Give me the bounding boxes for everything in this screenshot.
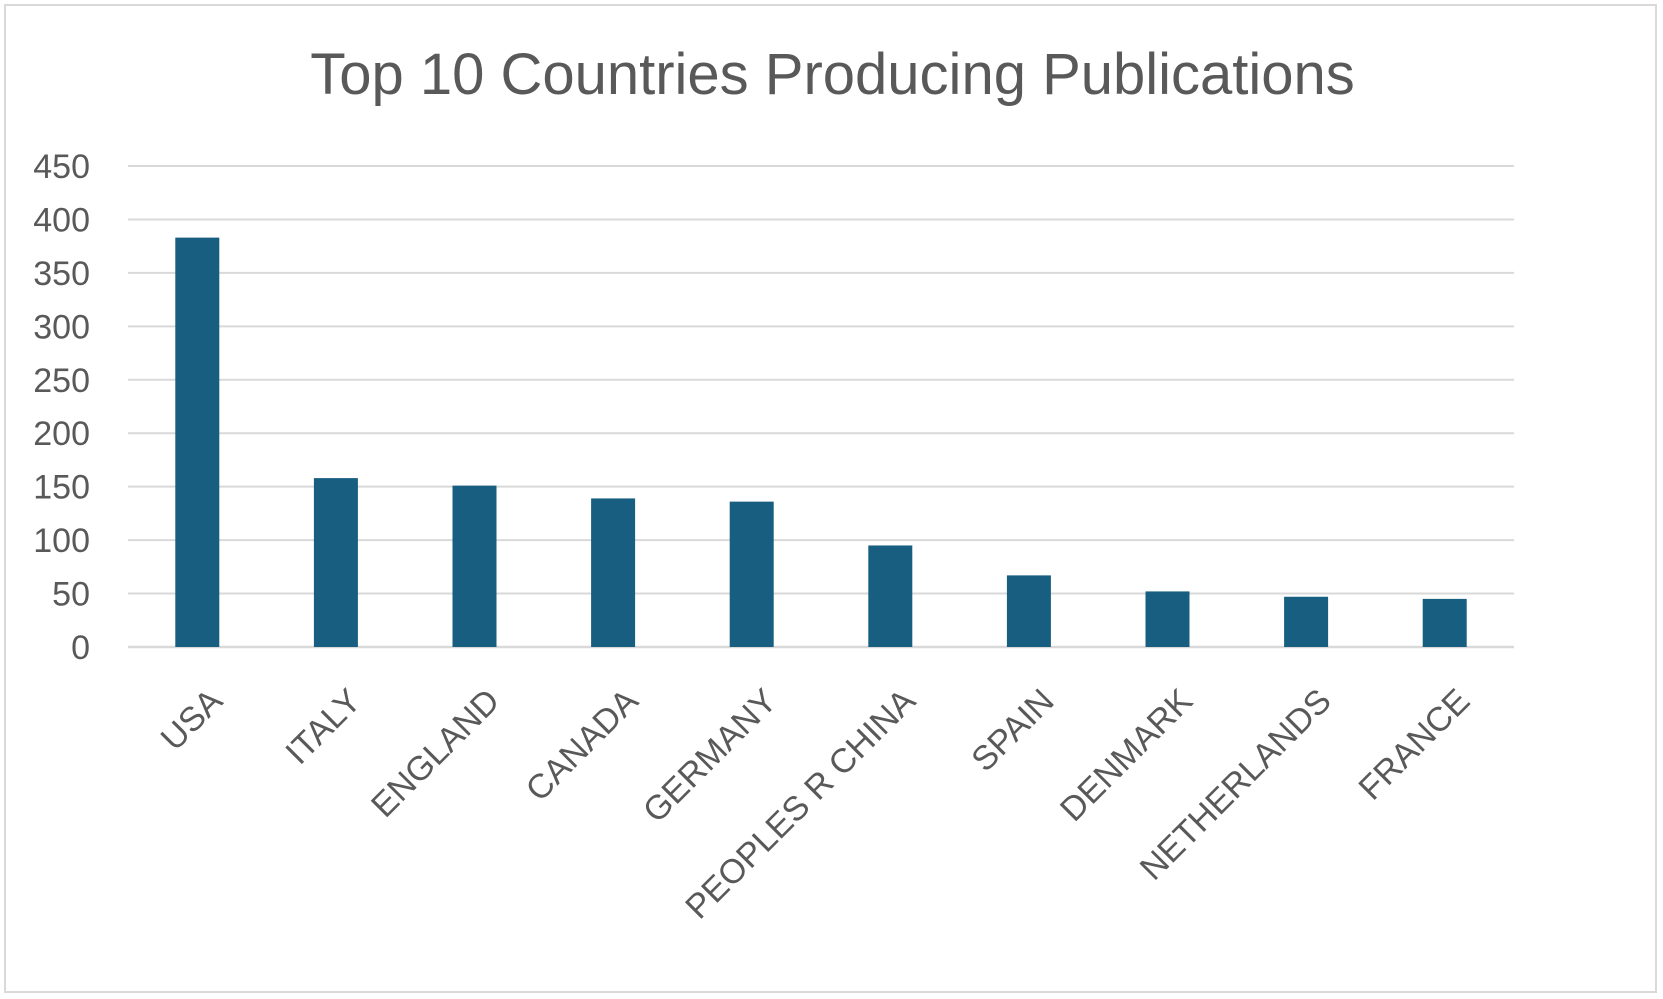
bar-germany[interactable] — [729, 501, 774, 647]
y-tick-label: 150 — [33, 469, 90, 507]
y-tick-label: 50 — [52, 576, 90, 614]
x-tick-label: FRANCE — [1352, 682, 1478, 808]
gridlines — [128, 165, 1514, 649]
bar-usa[interactable] — [175, 237, 220, 648]
x-tick-label: SPAIN — [964, 682, 1061, 779]
bars — [175, 237, 1467, 648]
y-tick-label: 300 — [33, 308, 90, 346]
bar-england[interactable] — [452, 485, 497, 647]
y-tick-label: 100 — [33, 522, 90, 560]
chart-frame: Top 10 Countries Producing Publications … — [4, 4, 1657, 993]
y-tick-label: 200 — [33, 415, 90, 453]
bar-france[interactable] — [1422, 598, 1467, 647]
x-tick-label: ITALY — [278, 682, 368, 772]
x-tick-label: PEOPLES R CHINA — [678, 682, 923, 927]
bar-denmark[interactable] — [1145, 591, 1190, 647]
x-tick-label: ENGLAND — [364, 682, 507, 825]
bar-chart-plot: 0 50 100 150 200 250 300 350 400 450 USA ITALYENGL… — [33, 148, 1514, 927]
x-tick-label: GERMANY — [636, 682, 784, 830]
bar-canada[interactable] — [591, 498, 636, 647]
y-tick-label: 250 — [33, 362, 90, 400]
bar-italy[interactable] — [313, 478, 358, 647]
x-tick-label: USA — [154, 682, 231, 759]
bar-netherlands[interactable] — [1284, 596, 1329, 647]
x-tick-label: DENMARK — [1053, 682, 1200, 829]
x-tick-label: CANADA — [519, 682, 646, 809]
bar-spain[interactable] — [1006, 575, 1051, 647]
y-tick-label: 0 — [71, 629, 90, 667]
bar-peoples-r-china[interactable] — [868, 545, 913, 647]
y-tick-label: 400 — [33, 201, 90, 239]
y-tick-label: 450 — [33, 148, 90, 186]
y-axis-ticks: 0 50 100 150 200 250 300 350 400 450 — [33, 148, 90, 667]
chart-title: Top 10 Countries Producing Publications — [310, 42, 1355, 107]
y-tick-label: 350 — [33, 255, 90, 293]
